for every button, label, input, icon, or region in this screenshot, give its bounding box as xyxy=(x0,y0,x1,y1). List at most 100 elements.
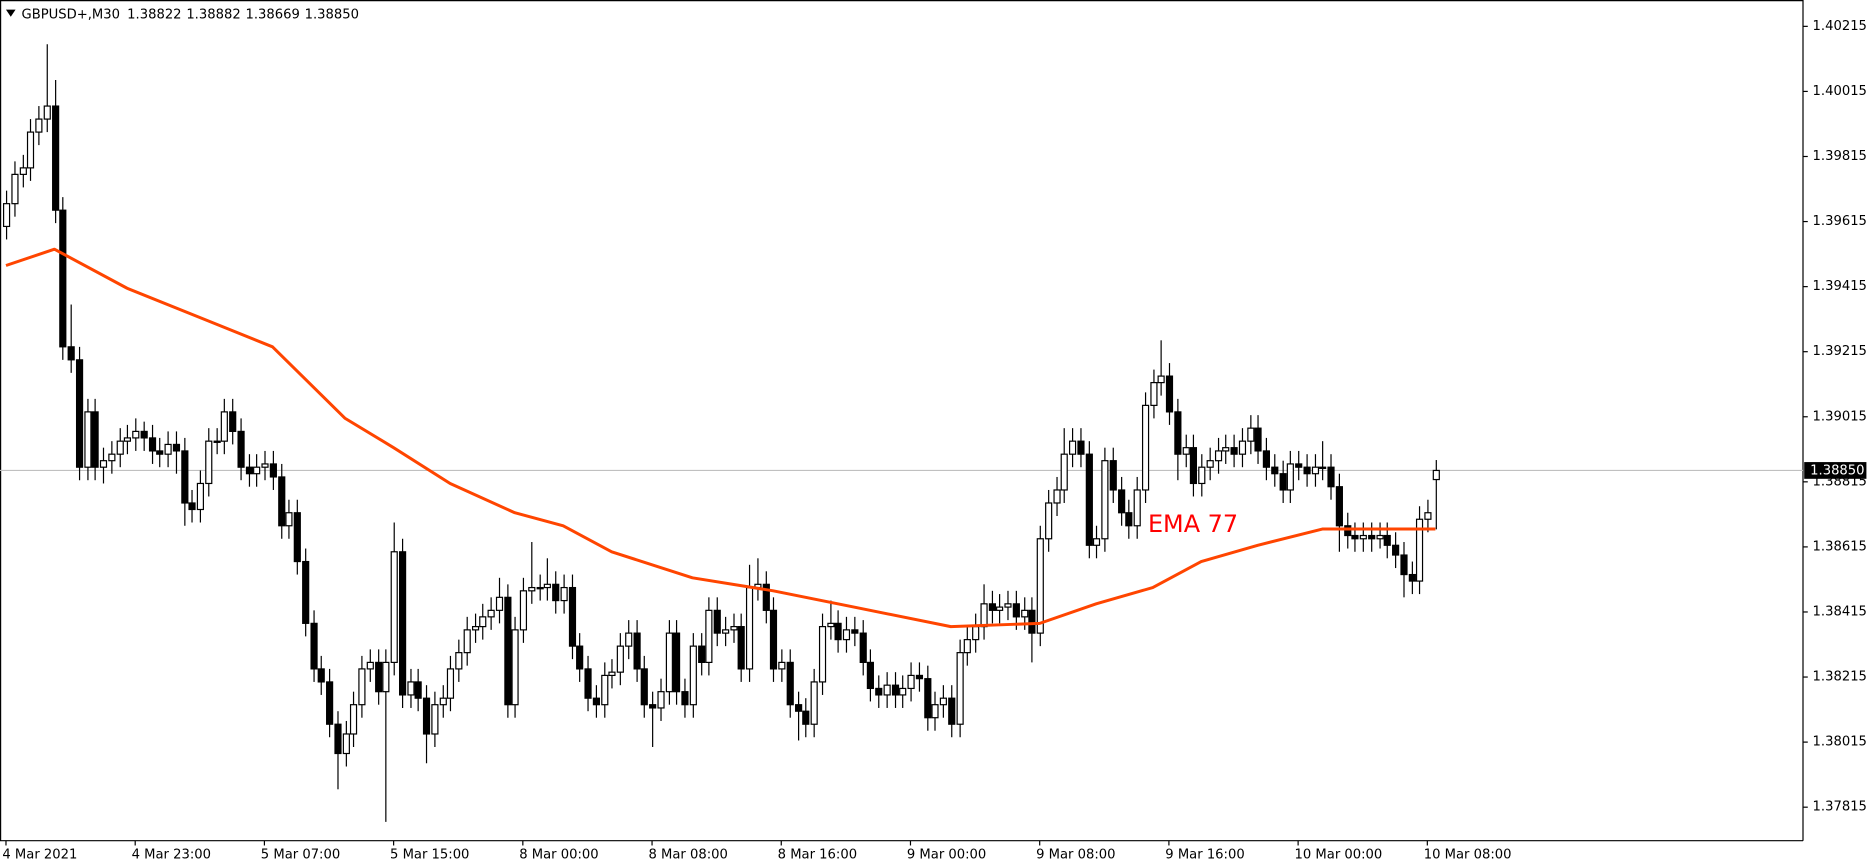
candle-body xyxy=(52,105,60,211)
candle-body xyxy=(681,691,689,706)
candle-body xyxy=(382,661,390,693)
candle-body xyxy=(317,668,325,683)
candle-body xyxy=(1206,460,1214,468)
candle-body xyxy=(1383,534,1391,546)
candle-body xyxy=(519,590,528,631)
y-tick-label: 1.39615 xyxy=(1813,214,1867,229)
candle-body xyxy=(342,733,350,755)
candle-body xyxy=(972,626,980,641)
candle-body xyxy=(988,603,997,611)
candle-body xyxy=(1060,453,1068,491)
candle-body xyxy=(245,466,254,475)
y-tick-label: 1.40015 xyxy=(1813,84,1867,99)
candle-body xyxy=(463,629,471,654)
candle-body xyxy=(640,668,648,706)
candle-body xyxy=(584,668,592,699)
candle-body xyxy=(1077,440,1085,455)
candle-body xyxy=(818,626,827,683)
candle-body xyxy=(842,629,851,641)
candle-body xyxy=(1368,534,1376,540)
candle-body xyxy=(1012,603,1020,618)
y-tick-label: 1.39415 xyxy=(1813,279,1867,294)
candle-body xyxy=(75,359,84,468)
x-tick-label: 9 Mar 16:00 xyxy=(1165,848,1244,863)
x-tick-label: 4 Mar 23:00 xyxy=(132,848,211,863)
candle-body xyxy=(148,437,157,452)
x-tick-label: 8 Mar 16:00 xyxy=(778,848,857,863)
candle-body xyxy=(455,652,463,670)
candle-body xyxy=(366,661,374,670)
candle-body xyxy=(487,609,495,618)
candle-body xyxy=(140,430,148,439)
candle-body xyxy=(1392,544,1400,556)
ema-line xyxy=(5,247,1436,629)
candle-body xyxy=(511,629,519,706)
candle-body xyxy=(705,609,713,664)
candle-body xyxy=(278,476,286,527)
candle-body xyxy=(229,411,237,433)
candle-body xyxy=(956,652,964,725)
candle-body xyxy=(625,632,633,647)
x-tick-label: 8 Mar 08:00 xyxy=(648,848,727,863)
overlay: EMA 77 1.38850 xyxy=(5,247,1867,629)
candle-body xyxy=(1254,427,1262,452)
candle-body xyxy=(431,704,439,735)
candle-body xyxy=(576,645,584,670)
candle-body xyxy=(915,674,924,680)
symbol: GBPUSD+,M30 xyxy=(22,7,120,22)
candle-body xyxy=(1165,375,1174,413)
high-label: 1.38882 xyxy=(186,7,240,22)
y-tick-label: 1.40215 xyxy=(1813,19,1867,34)
x-tick-label: 10 Mar 08:00 xyxy=(1424,848,1512,863)
candle-body xyxy=(996,606,1004,611)
candle-body xyxy=(349,704,358,735)
candle-body xyxy=(1125,512,1133,527)
candle-body xyxy=(1045,502,1053,540)
candle-body xyxy=(1198,466,1206,485)
candle-body xyxy=(907,674,915,690)
candle-body xyxy=(851,629,859,634)
candle-body xyxy=(1118,489,1126,514)
candle-body xyxy=(616,645,624,673)
candle-body xyxy=(407,681,415,696)
candle-body xyxy=(1271,466,1279,475)
candle-body xyxy=(108,453,116,462)
candle-body xyxy=(568,586,577,647)
y-tick-label: 1.39215 xyxy=(1813,344,1867,359)
candle-body xyxy=(181,450,189,504)
candle-body xyxy=(698,645,706,664)
candle-body xyxy=(123,437,132,442)
candle-body xyxy=(543,583,551,589)
candle-body xyxy=(1189,447,1198,485)
candle-body xyxy=(67,346,75,361)
candle-body xyxy=(172,443,181,452)
candle-body xyxy=(164,443,172,455)
candle-body xyxy=(1109,460,1117,491)
candle-body xyxy=(737,626,745,670)
candle-body xyxy=(269,463,277,478)
candle-body xyxy=(1335,486,1343,527)
candle-body xyxy=(1319,466,1327,469)
candle-body xyxy=(745,586,754,670)
candle-body xyxy=(722,629,730,634)
candle-body xyxy=(875,687,883,696)
candle-body xyxy=(633,632,641,670)
x-tick-label: 9 Mar 00:00 xyxy=(907,848,986,863)
candle-body xyxy=(116,440,124,455)
candle-body xyxy=(1004,603,1012,608)
candle-body xyxy=(834,622,842,641)
candle-body xyxy=(261,463,269,468)
candle-body xyxy=(1036,538,1044,634)
candle-body xyxy=(302,560,310,624)
candle-body xyxy=(665,632,673,693)
candle-body xyxy=(1327,466,1335,488)
candle-body xyxy=(689,645,697,706)
candle-body xyxy=(810,681,818,725)
candle-body xyxy=(1351,534,1359,540)
candle-body xyxy=(1415,518,1424,582)
menu-triangle[interactable] xyxy=(5,9,16,17)
candle-body xyxy=(713,609,721,634)
candle-body xyxy=(1286,463,1294,491)
open-label: 1.38822 xyxy=(127,7,181,22)
